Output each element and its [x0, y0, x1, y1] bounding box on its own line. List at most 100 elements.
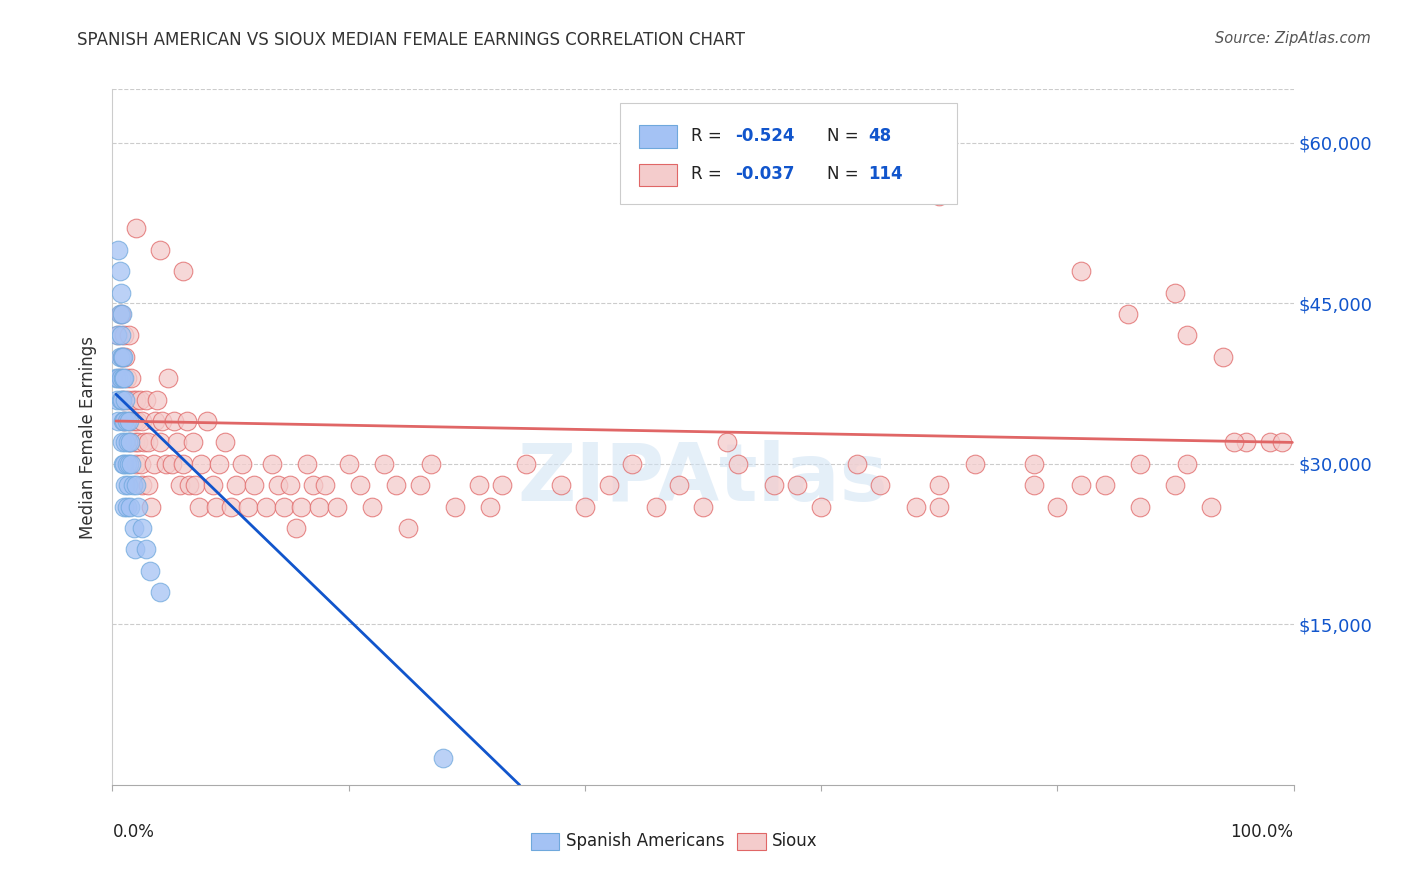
- Point: [297, 457, 319, 471]
- Point: [108, 350, 131, 364]
- Point: [692, 500, 714, 514]
- Point: [117, 392, 139, 407]
- Text: R =: R =: [692, 127, 727, 145]
- Point: [928, 189, 950, 203]
- Point: [128, 392, 150, 407]
- Point: [131, 521, 153, 535]
- Point: [869, 478, 891, 492]
- Point: [142, 457, 165, 471]
- Point: [127, 435, 149, 450]
- Point: [1223, 435, 1246, 450]
- Point: [205, 500, 228, 514]
- Text: 100.0%: 100.0%: [1230, 823, 1294, 841]
- Point: [302, 478, 325, 492]
- Point: [169, 478, 191, 492]
- Point: [1258, 435, 1281, 450]
- Point: [166, 435, 188, 450]
- Text: N =: N =: [827, 165, 863, 183]
- Point: [155, 457, 177, 471]
- Point: [716, 435, 738, 450]
- Point: [1116, 307, 1139, 321]
- Point: [254, 500, 277, 514]
- Point: [1175, 328, 1198, 343]
- Point: [112, 392, 135, 407]
- Point: [111, 307, 134, 321]
- Point: [112, 371, 135, 385]
- Point: [105, 371, 128, 385]
- Point: [149, 435, 172, 450]
- Point: [150, 414, 173, 428]
- Point: [479, 500, 502, 514]
- Text: SPANISH AMERICAN VS SIOUX MEDIAN FEMALE EARNINGS CORRELATION CHART: SPANISH AMERICAN VS SIOUX MEDIAN FEMALE …: [77, 31, 745, 49]
- Point: [107, 243, 129, 257]
- Point: [1022, 478, 1045, 492]
- Point: [361, 500, 384, 514]
- Point: [111, 350, 134, 364]
- Point: [131, 414, 153, 428]
- Point: [762, 478, 785, 492]
- Point: [122, 414, 145, 428]
- Point: [467, 478, 489, 492]
- Point: [121, 392, 143, 407]
- Text: ZIPAtlas: ZIPAtlas: [517, 440, 889, 518]
- Point: [125, 392, 148, 407]
- Point: [143, 414, 166, 428]
- Point: [120, 414, 142, 428]
- Point: [786, 478, 808, 492]
- Point: [1164, 478, 1187, 492]
- Point: [122, 521, 145, 535]
- Point: [112, 500, 135, 514]
- Point: [114, 392, 136, 407]
- Point: [444, 500, 467, 514]
- Point: [112, 414, 135, 428]
- Point: [1234, 435, 1257, 450]
- Text: -0.037: -0.037: [735, 165, 794, 183]
- Point: [179, 478, 201, 492]
- Point: [267, 478, 290, 492]
- Point: [135, 392, 157, 407]
- FancyBboxPatch shape: [530, 833, 560, 850]
- Point: [112, 350, 135, 364]
- Point: [149, 585, 172, 599]
- Point: [110, 392, 132, 407]
- Point: [111, 392, 134, 407]
- Point: [125, 478, 148, 492]
- Point: [195, 414, 218, 428]
- Point: [115, 371, 138, 385]
- Point: [1046, 500, 1069, 514]
- Point: [107, 414, 129, 428]
- Point: [598, 478, 620, 492]
- Point: [115, 500, 138, 514]
- Point: [110, 328, 132, 343]
- Point: [112, 328, 135, 343]
- Point: [124, 542, 146, 557]
- Point: [644, 500, 666, 514]
- Point: [107, 371, 129, 385]
- Point: [231, 457, 253, 471]
- Point: [845, 457, 868, 471]
- Point: [118, 457, 141, 471]
- Point: [190, 457, 212, 471]
- Point: [187, 500, 209, 514]
- Point: [112, 371, 135, 385]
- Point: [129, 457, 152, 471]
- Point: [149, 243, 172, 257]
- Point: [120, 371, 142, 385]
- Point: [107, 328, 129, 343]
- Point: [141, 500, 163, 514]
- Point: [117, 435, 139, 450]
- Text: 48: 48: [869, 127, 891, 145]
- Point: [108, 371, 131, 385]
- Point: [134, 435, 156, 450]
- Point: [118, 328, 141, 343]
- Point: [115, 414, 138, 428]
- Point: [120, 457, 142, 471]
- Point: [160, 457, 183, 471]
- Point: [420, 457, 443, 471]
- Point: [810, 500, 832, 514]
- Point: [131, 478, 153, 492]
- Point: [181, 435, 204, 450]
- Point: [219, 500, 242, 514]
- Point: [904, 500, 927, 514]
- Point: [112, 457, 135, 471]
